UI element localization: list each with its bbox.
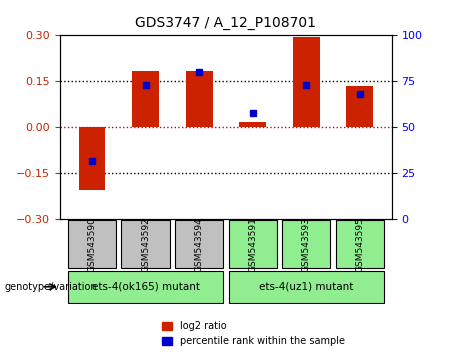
FancyBboxPatch shape [282,221,330,268]
Text: GSM543591: GSM543591 [248,217,257,272]
Text: ets-4(uz1) mutant: ets-4(uz1) mutant [259,282,354,292]
FancyBboxPatch shape [175,221,223,268]
FancyBboxPatch shape [68,271,223,303]
FancyBboxPatch shape [122,221,170,268]
Bar [79,127,106,190]
Bar [239,122,266,127]
Text: GSM543590: GSM543590 [88,217,96,272]
Text: GSM543595: GSM543595 [355,217,364,272]
Text: GSM543593: GSM543593 [301,217,311,272]
Text: genotype/variation: genotype/variation [5,282,97,292]
FancyBboxPatch shape [68,221,116,268]
Bar [293,37,319,127]
Legend: log2 ratio, percentile rank within the sample: log2 ratio, percentile rank within the s… [160,319,348,349]
FancyBboxPatch shape [229,221,277,268]
Title: GDS3747 / A_12_P108701: GDS3747 / A_12_P108701 [136,16,316,30]
Bar [186,71,213,127]
FancyBboxPatch shape [229,271,384,303]
Bar [132,71,159,127]
Text: ets-4(ok165) mutant: ets-4(ok165) mutant [92,282,200,292]
FancyBboxPatch shape [336,221,384,268]
Text: GSM543594: GSM543594 [195,217,204,272]
Bar [346,86,373,127]
Text: GSM543592: GSM543592 [141,217,150,272]
